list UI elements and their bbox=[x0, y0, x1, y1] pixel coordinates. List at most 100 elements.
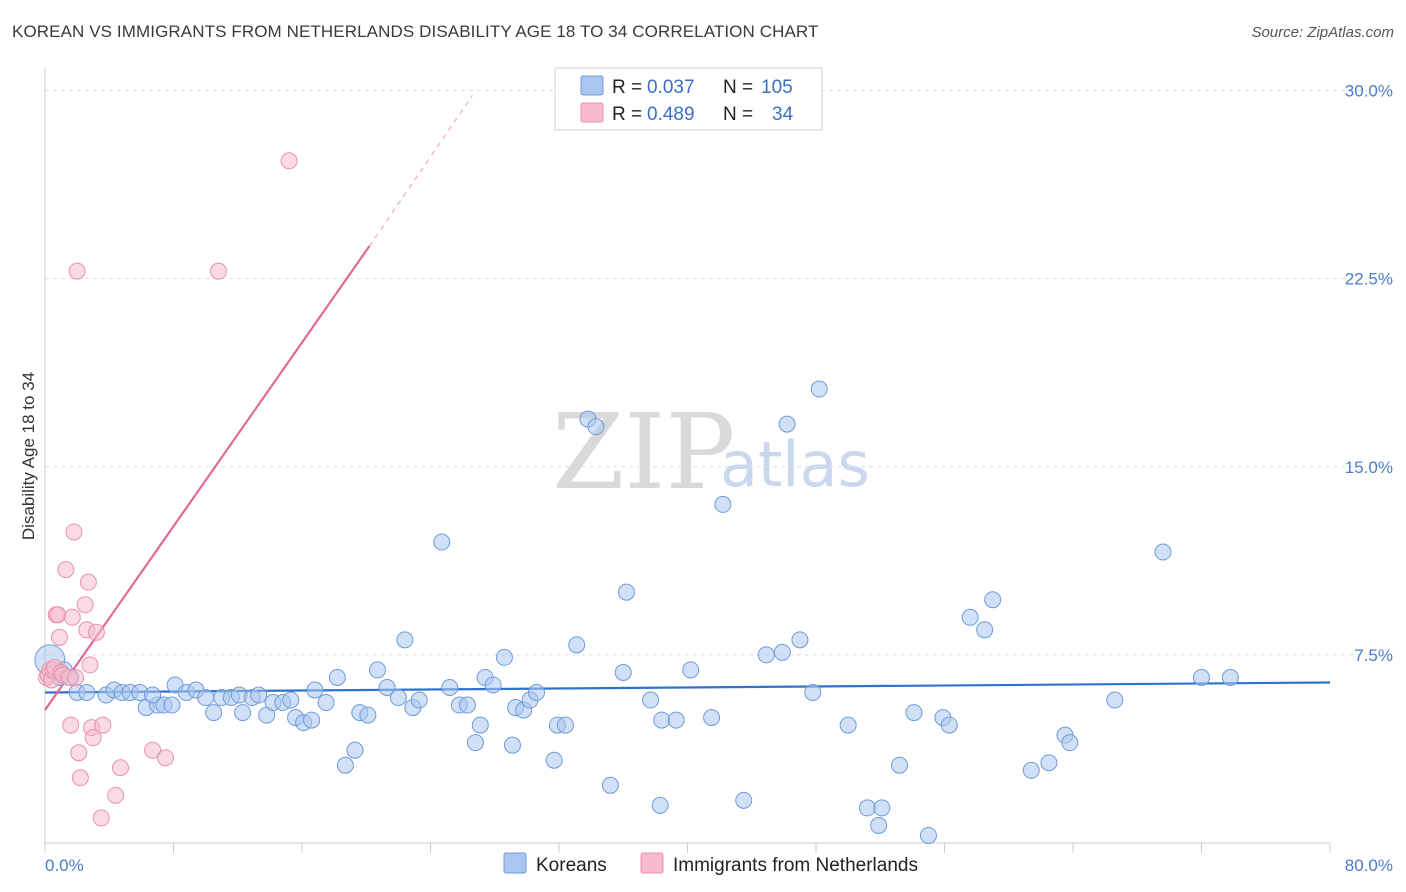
netherlands-point bbox=[87, 623, 105, 641]
korean-point bbox=[1193, 668, 1210, 686]
y-tick-label: 22.5% bbox=[1345, 270, 1393, 289]
korean-point bbox=[528, 684, 546, 702]
korean-point bbox=[458, 696, 476, 714]
korean-point bbox=[667, 711, 685, 729]
korean-point bbox=[556, 716, 574, 734]
netherlands-point bbox=[144, 741, 162, 759]
bottom-legend-swatch-netherlands bbox=[640, 852, 664, 874]
legend-n-label-1: N = bbox=[723, 77, 753, 98]
netherlands-point bbox=[70, 744, 88, 762]
netherlands-point bbox=[94, 716, 112, 734]
y-tick-label: 15.0% bbox=[1345, 458, 1393, 477]
korean-point bbox=[346, 741, 364, 759]
bottom-legend: Koreans Immigrants from Netherlands bbox=[503, 852, 918, 876]
korean-point bbox=[466, 734, 484, 752]
netherlands-point bbox=[111, 759, 129, 777]
netherlands-point bbox=[280, 152, 298, 170]
korean-point bbox=[735, 791, 753, 809]
legend-n-label-2: N = bbox=[723, 104, 753, 125]
korean-point bbox=[359, 706, 377, 724]
netherlands-point bbox=[65, 523, 83, 541]
netherlands-point bbox=[92, 809, 110, 827]
korean-point bbox=[858, 799, 876, 817]
netherlands-point bbox=[107, 786, 125, 804]
netherlands-point bbox=[156, 749, 174, 767]
korean-point bbox=[587, 418, 605, 436]
korean-point bbox=[503, 736, 521, 754]
korean-point bbox=[441, 678, 459, 696]
korean-point bbox=[1022, 761, 1040, 779]
netherlands-point bbox=[79, 573, 97, 591]
korean-point bbox=[250, 686, 268, 704]
korean-point bbox=[317, 694, 335, 712]
netherlands-trend-extension bbox=[368, 95, 473, 247]
legend-r-value-2: 0.489 bbox=[647, 104, 695, 125]
korean-point bbox=[714, 495, 732, 513]
korean-point bbox=[282, 691, 300, 709]
korean-point bbox=[396, 631, 414, 649]
netherlands-point bbox=[68, 262, 86, 280]
korean-point bbox=[197, 689, 215, 707]
netherlands-point bbox=[209, 262, 227, 280]
netherlands-point bbox=[49, 606, 67, 624]
korean-point bbox=[778, 415, 796, 433]
netherlands-point bbox=[63, 608, 81, 626]
korean-point bbox=[642, 691, 660, 709]
korean-point bbox=[873, 799, 891, 817]
watermark-atlas: atlas bbox=[720, 428, 870, 501]
y-tick-label: 30.0% bbox=[1345, 82, 1393, 101]
legend-r-label-2: R = bbox=[612, 104, 642, 125]
netherlands-point bbox=[71, 769, 89, 787]
korean-point bbox=[568, 636, 586, 654]
korean-point bbox=[389, 689, 407, 707]
legend: R = 0.037 N = 105 R = 0.489 N = 34 bbox=[554, 67, 823, 131]
chart-title: KOREAN VS IMMIGRANTS FROM NETHERLANDS DI… bbox=[12, 22, 819, 41]
legend-n-value-2: 34 bbox=[772, 104, 794, 125]
korean-point bbox=[433, 533, 451, 551]
korean-point bbox=[1061, 734, 1079, 752]
korean-point bbox=[234, 704, 252, 722]
source-label: Source: ZipAtlas.com bbox=[1251, 24, 1394, 41]
korean-point bbox=[495, 648, 513, 666]
korean-point bbox=[1154, 543, 1172, 561]
korean-point bbox=[471, 716, 489, 734]
korean-point bbox=[653, 711, 671, 729]
korean-point bbox=[205, 704, 223, 722]
korean-point bbox=[545, 751, 563, 769]
korean-point bbox=[757, 646, 775, 664]
korean-point bbox=[144, 686, 162, 704]
korean-point bbox=[905, 704, 923, 722]
korean-point bbox=[378, 678, 396, 696]
korean-point bbox=[961, 608, 979, 626]
korean-point bbox=[614, 663, 632, 681]
korean-point bbox=[163, 696, 181, 714]
bottom-legend-netherlands: Immigrants from Netherlands bbox=[673, 855, 918, 876]
korean-point bbox=[336, 756, 354, 774]
korean-point bbox=[328, 668, 346, 686]
korean-point bbox=[804, 684, 822, 702]
korean-point bbox=[306, 681, 324, 699]
watermark-zip: ZIP bbox=[552, 391, 735, 513]
korean-point bbox=[703, 709, 721, 727]
korean-point bbox=[940, 716, 958, 734]
korean-point bbox=[976, 621, 994, 639]
korean-point bbox=[870, 816, 888, 834]
netherlands-point bbox=[57, 561, 75, 579]
netherlands-trend-line bbox=[44, 245, 371, 711]
legend-swatch-koreans bbox=[580, 75, 604, 96]
korean-point bbox=[617, 583, 635, 601]
y-tick-label: 7.5% bbox=[1354, 646, 1393, 665]
netherlands-point bbox=[81, 656, 99, 674]
korean-point bbox=[484, 676, 502, 694]
x-tick-label-min: 0.0% bbox=[45, 856, 84, 875]
netherlands-point bbox=[84, 729, 102, 747]
korean-point bbox=[651, 796, 669, 814]
bottom-legend-swatch-koreans bbox=[503, 852, 527, 874]
netherlands-point bbox=[76, 596, 94, 614]
legend-n-value-1: 105 bbox=[761, 77, 793, 98]
bottom-legend-koreans: Koreans bbox=[536, 855, 607, 876]
korean-point bbox=[919, 826, 937, 844]
korean-point bbox=[303, 711, 321, 729]
korean-point bbox=[410, 691, 428, 709]
